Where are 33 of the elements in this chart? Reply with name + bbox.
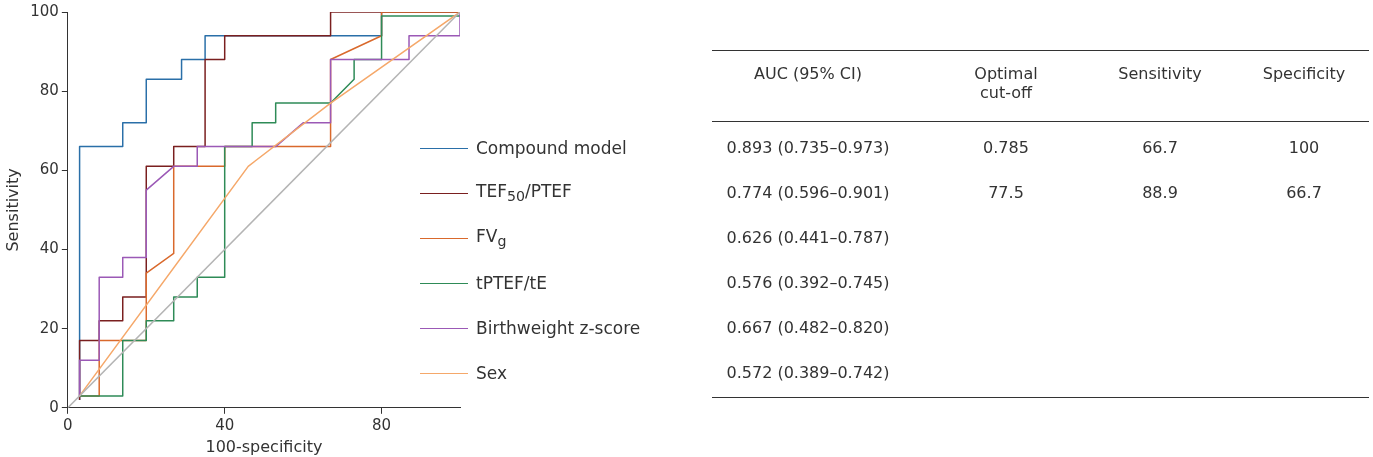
text: 88.9: [1141, 183, 1179, 202]
text: 77.5: [987, 183, 1025, 202]
text: 0.667 (0.482–0.820): [725, 318, 891, 337]
text: 0.576 (0.392–0.745): [725, 273, 891, 292]
text: 0.785: [982, 138, 1030, 157]
y-tick-label: 20: [39, 318, 59, 337]
text: 100: [1287, 138, 1321, 157]
text: 66.7: [1141, 138, 1179, 157]
x-tick-label: 0: [63, 415, 73, 434]
x-axis-title: 100-specificity: [205, 436, 323, 456]
y-axis-title: Sensitivity: [2, 168, 22, 252]
legend-label: Compound model: [476, 138, 627, 158]
x-tick-label: 40: [215, 415, 235, 434]
text: 66.7: [1285, 183, 1323, 202]
text: 0.893 (0.735–0.973): [725, 138, 891, 157]
y-tick-label: 40: [39, 239, 59, 258]
legend-label: FV$_{g}$: [476, 226, 507, 250]
text: Optimal cut-off: [973, 64, 1039, 102]
text: Specificity: [1261, 64, 1347, 83]
text: 0.572 (0.389–0.742): [725, 363, 891, 382]
legend-label: tPTEF/tE: [476, 273, 547, 293]
text: AUC (95% CI): [753, 64, 863, 83]
legend-label: Birthweight z-score: [476, 318, 641, 338]
text: Sensitivity: [1117, 64, 1203, 83]
x-tick-label: 80: [372, 415, 392, 434]
text: 0.626 (0.441–0.787): [725, 228, 891, 247]
y-tick-label: 80: [39, 81, 59, 100]
legend-label: Sex: [476, 363, 508, 383]
text: 0.774 (0.596–0.901): [725, 183, 891, 202]
legend-label: TEF$_{50}$/PTEF: [476, 181, 572, 205]
y-tick-label: 60: [39, 160, 59, 179]
y-tick-label: 100: [30, 1, 59, 20]
y-tick-label: 0: [49, 397, 59, 416]
